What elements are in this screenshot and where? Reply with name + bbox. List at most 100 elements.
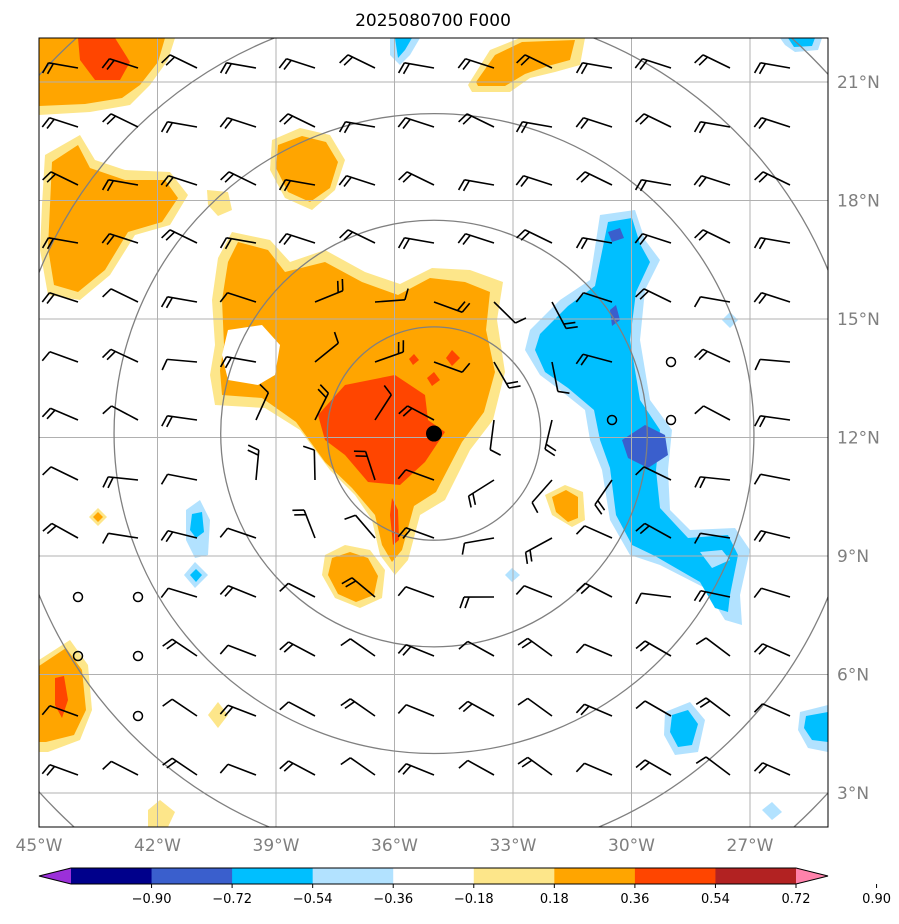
wind-barb <box>341 577 376 598</box>
wind-barb <box>161 415 198 428</box>
wind-barb <box>575 762 613 776</box>
wind-barb <box>302 445 316 481</box>
colorbar-segment <box>473 868 555 884</box>
wind-barb <box>576 171 613 186</box>
wind-barb <box>102 476 139 489</box>
wind-barb <box>634 179 672 192</box>
colorbar-segment <box>151 868 233 884</box>
wind-barb <box>161 54 198 69</box>
wind-barb <box>219 116 257 129</box>
wind-barb <box>493 301 527 324</box>
positive-spot-west-mid <box>93 512 103 522</box>
colorbar-tick-label: 0.54 <box>701 892 730 907</box>
wind-barb <box>219 704 257 717</box>
wind-barb <box>635 522 672 539</box>
wind-barb <box>101 57 139 70</box>
wind-barb <box>42 466 79 481</box>
wind-barb <box>515 121 553 134</box>
wind-barb <box>517 756 553 776</box>
wind-barb <box>754 171 791 186</box>
latitude-label: 21°N <box>837 73 880 93</box>
positive-region-northwest-mid <box>48 145 178 292</box>
wind-barb <box>160 529 198 543</box>
negative-spot-north-mid <box>395 38 412 58</box>
wind-barb <box>41 116 79 129</box>
wind-barb <box>247 444 260 481</box>
wind-barb <box>374 385 392 421</box>
wind-barb <box>279 582 316 598</box>
wind-barb <box>517 697 553 717</box>
wind-barb <box>693 296 731 308</box>
wind-barb <box>753 529 791 543</box>
wind-barb <box>575 291 613 303</box>
wind-barb <box>397 763 435 776</box>
wind-barb <box>219 763 257 776</box>
range-ring-3 <box>113 112 755 755</box>
wind-barb <box>753 116 791 129</box>
wind-barb <box>754 415 791 428</box>
plot-frame <box>38 37 829 828</box>
range-ring-2 <box>220 219 648 648</box>
wind-barb <box>575 62 613 75</box>
wind-barb <box>575 525 613 539</box>
wind-barb <box>515 174 553 187</box>
colorbar-segment <box>312 868 394 884</box>
wind-barb <box>219 62 257 75</box>
calm-wind-marker <box>72 650 84 662</box>
wind-barb <box>219 585 257 598</box>
positive-spot-small-a <box>207 190 232 216</box>
calm-wind-marker <box>132 650 144 662</box>
colorbar-tick-label: −0.18 <box>454 892 494 907</box>
wind-barb <box>161 229 198 244</box>
wind-barb <box>695 756 731 776</box>
calm-wind-marker <box>606 414 618 426</box>
wind-barb <box>576 582 613 598</box>
longitude-label: 33°W <box>490 836 537 856</box>
wind-barb <box>397 526 435 539</box>
wind-barbs <box>41 54 791 776</box>
negative-spot-core-top <box>608 228 624 242</box>
wind-barb <box>753 643 791 657</box>
wind-barb <box>397 62 435 75</box>
wind-barb <box>374 288 409 303</box>
wind-barb <box>344 514 376 539</box>
wind-barb <box>374 340 405 363</box>
wind-barb <box>493 361 521 389</box>
wind-barb <box>753 762 791 776</box>
wind-barb <box>635 759 672 776</box>
colorbar-tick-label: −0.54 <box>293 892 333 907</box>
wind-barb <box>161 358 198 371</box>
wind-barb <box>753 587 791 599</box>
colorbar-segment <box>393 868 475 884</box>
wind-barb <box>458 113 495 128</box>
negative-hole-east <box>700 550 730 568</box>
wind-barb <box>695 637 731 657</box>
wind-barb <box>160 121 198 134</box>
wind-barb <box>41 704 79 717</box>
wind-barb <box>278 57 316 70</box>
wind-barb <box>353 450 376 481</box>
wind-barb <box>693 174 731 187</box>
calm-wind-marker <box>132 591 144 603</box>
wind-barb <box>41 62 79 75</box>
wind-barb <box>340 757 376 776</box>
wind-barb <box>314 278 344 303</box>
calm-wind-marker <box>72 591 84 603</box>
wind-barb <box>339 54 376 69</box>
wind-barb <box>634 232 672 245</box>
wind-barb <box>753 62 791 75</box>
wind-barb <box>397 644 435 657</box>
colorbar-segment <box>634 868 716 884</box>
wind-barb <box>41 291 79 304</box>
colorbar-tick-label: −0.90 <box>132 892 172 907</box>
positive-core-spot-b <box>427 372 440 386</box>
negative-spot-east-edge-mid <box>804 712 828 742</box>
wind-barb <box>693 348 731 363</box>
wind-barb <box>340 698 376 717</box>
positive-spot-east-mid <box>552 490 578 522</box>
wind-barb <box>398 171 435 186</box>
wind-barb <box>279 641 316 657</box>
positive-spot-small-c <box>148 800 175 827</box>
wind-barb <box>694 229 731 244</box>
